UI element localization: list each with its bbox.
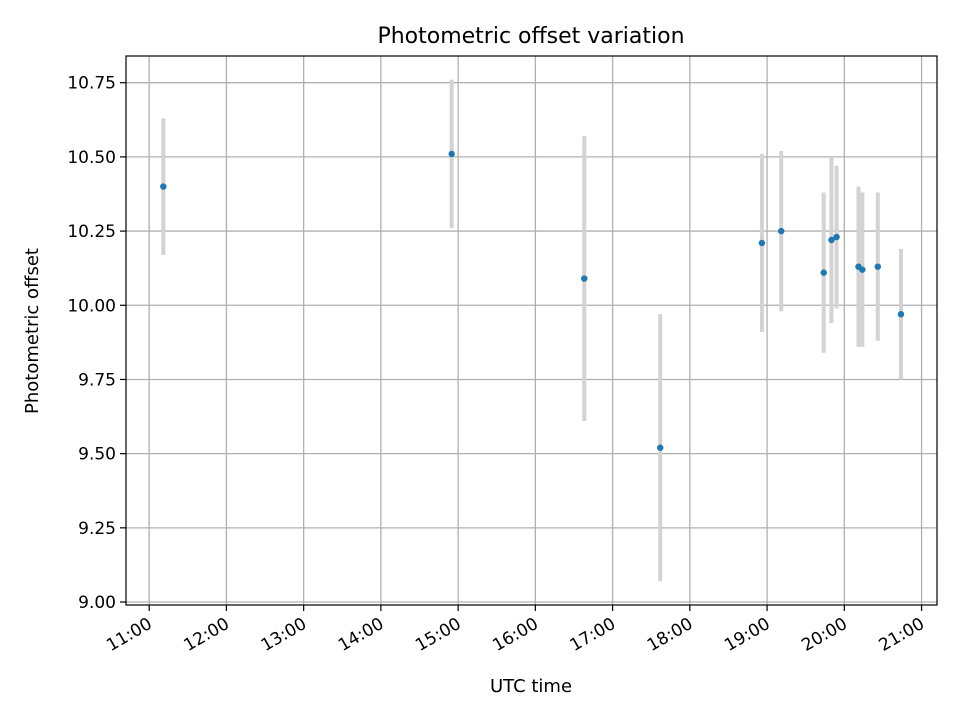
data-point (828, 236, 835, 244)
grid (126, 56, 937, 605)
data-points (160, 150, 905, 451)
x-axis-label: UTC time (490, 676, 572, 697)
data-point (859, 266, 866, 273)
y-tick-label: 10.75 (67, 74, 116, 94)
y-tick-label: 10.25 (67, 222, 116, 242)
data-point (820, 269, 827, 276)
data-point (897, 310, 905, 318)
data-point (160, 183, 167, 190)
y-tick-label: 9.50 (78, 445, 116, 465)
data-point (833, 233, 840, 241)
y-axis-label: Photometric offset (22, 248, 43, 414)
y-tick-label: 9.75 (78, 370, 116, 390)
data-point (758, 239, 766, 247)
data-point (778, 227, 785, 235)
data-point (874, 263, 881, 270)
plot-frame (125, 55, 938, 606)
data-point (581, 275, 588, 282)
y-tick-label: 9.00 (78, 593, 116, 613)
y-tick-label: 10.50 (67, 148, 116, 168)
data-point (448, 150, 455, 158)
chart-title: Photometric offset variation (377, 24, 684, 49)
y-tick-label: 10.00 (67, 296, 116, 316)
data-point (657, 444, 664, 451)
y-tick-label: 9.25 (78, 519, 116, 539)
